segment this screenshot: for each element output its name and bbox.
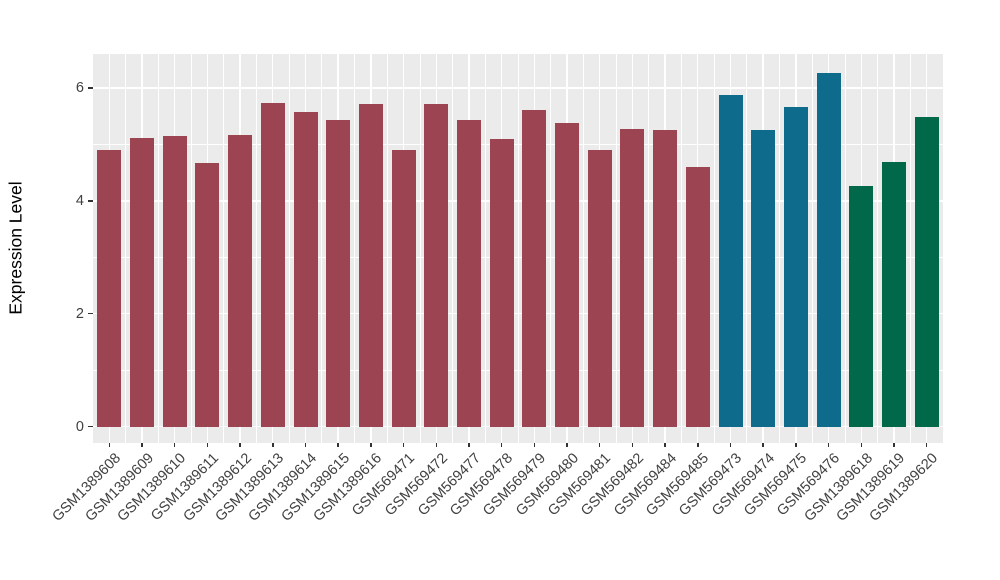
x-axis-tick — [500, 443, 503, 447]
x-axis-tick — [631, 443, 634, 447]
x-axis-tick — [697, 443, 699, 447]
bar-GSM1389609 — [130, 138, 155, 427]
x-axis-tick — [925, 443, 928, 447]
v-gridline-minor — [288, 54, 290, 443]
h-gridline-minor — [93, 256, 943, 258]
bar-GSM569478 — [489, 138, 514, 427]
x-axis-tick — [141, 443, 143, 447]
x-axis-tick — [598, 443, 601, 447]
v-gridline-minor — [223, 54, 225, 443]
bar-GSM569484 — [653, 129, 678, 427]
x-axis-tick — [370, 443, 372, 447]
v-gridline-minor — [386, 54, 388, 443]
h-gridline-minor — [93, 369, 943, 371]
v-gridline-minor — [158, 54, 159, 443]
x-axis-tick — [664, 443, 666, 447]
y-axis-tick — [88, 200, 93, 202]
h-gridline-major — [93, 313, 943, 315]
v-gridline-minor — [517, 54, 519, 443]
bar-GSM1389619 — [881, 161, 906, 427]
bar-GSM1389613 — [260, 103, 285, 427]
v-gridline-minor — [583, 54, 584, 443]
x-axis-tick — [533, 443, 536, 447]
x-axis-tick — [337, 443, 339, 447]
v-gridline-minor — [746, 54, 748, 443]
plot-panel — [93, 54, 943, 443]
x-axis-tick — [173, 443, 176, 447]
x-axis-tick — [860, 443, 863, 447]
x-axis-tick — [566, 443, 568, 447]
v-gridline-minor — [321, 54, 323, 443]
y-tick-label: 6 — [75, 80, 84, 97]
v-gridline-minor — [811, 54, 813, 443]
y-tick-label: 4 — [75, 192, 84, 209]
bar-GSM569485 — [685, 167, 710, 427]
bar-GSM569474 — [751, 129, 776, 427]
bar-GSM1389618 — [849, 185, 874, 427]
h-gridline-major — [93, 200, 943, 202]
bar-GSM1389610 — [162, 136, 187, 427]
v-gridline-minor — [909, 54, 911, 443]
x-axis-tick — [729, 443, 732, 447]
x-axis-tick — [762, 443, 764, 447]
v-gridline-minor — [779, 54, 780, 443]
v-gridline-minor — [190, 54, 192, 443]
bar-GSM569475 — [783, 106, 808, 427]
x-axis-tick — [893, 443, 895, 447]
v-gridline-minor — [648, 54, 650, 443]
v-gridline-minor — [484, 54, 486, 443]
bar-GSM569473 — [718, 94, 743, 427]
y-axis-tick — [88, 87, 93, 89]
x-axis-tick — [304, 443, 307, 447]
bar-GSM569476 — [816, 73, 841, 427]
bar-GSM569481 — [587, 149, 612, 427]
x-axis-tick — [435, 443, 438, 447]
x-axis-tick — [108, 443, 111, 447]
v-gridline-minor — [419, 54, 421, 443]
y-axis-tick — [88, 312, 93, 315]
v-gridline-minor — [844, 54, 846, 443]
bar-GSM569479 — [522, 109, 547, 427]
v-gridline-minor — [550, 54, 552, 443]
bar-GSM1389612 — [228, 134, 253, 427]
y-axis-tick — [88, 425, 93, 428]
h-gridline-major — [93, 87, 943, 89]
v-gridline-minor — [256, 54, 257, 443]
x-axis-tick — [239, 443, 241, 447]
x-axis-tick — [795, 443, 797, 447]
v-gridline-minor — [877, 54, 878, 443]
v-gridline-minor — [713, 54, 715, 443]
bar-GSM1389616 — [358, 103, 383, 427]
bar-GSM1389611 — [195, 163, 220, 427]
h-gridline-minor — [93, 144, 943, 145]
bar-GSM569472 — [424, 104, 449, 427]
y-tick-label: 0 — [75, 418, 84, 435]
x-axis-tick — [827, 443, 830, 447]
x-axis-tick — [206, 443, 209, 447]
v-gridline-minor — [615, 54, 617, 443]
v-gridline-minor — [681, 54, 682, 443]
h-gridline-major — [93, 425, 943, 428]
bar-GSM569480 — [555, 122, 580, 427]
bar-GSM1389615 — [326, 120, 351, 427]
bar-GSM569482 — [620, 129, 645, 427]
v-gridline-minor — [354, 54, 355, 443]
x-axis-tick — [468, 443, 470, 447]
v-gridline-minor — [125, 54, 127, 443]
y-tick-label: 2 — [75, 305, 84, 322]
bar-GSM1389614 — [293, 111, 318, 427]
bar-GSM569477 — [456, 120, 481, 427]
x-axis-tick — [402, 443, 405, 447]
v-gridline-minor — [452, 54, 453, 443]
bar-GSM1389608 — [97, 149, 122, 427]
bar-GSM1389620 — [914, 117, 939, 427]
x-axis-tick — [272, 443, 274, 447]
bar-GSM569471 — [391, 149, 416, 427]
